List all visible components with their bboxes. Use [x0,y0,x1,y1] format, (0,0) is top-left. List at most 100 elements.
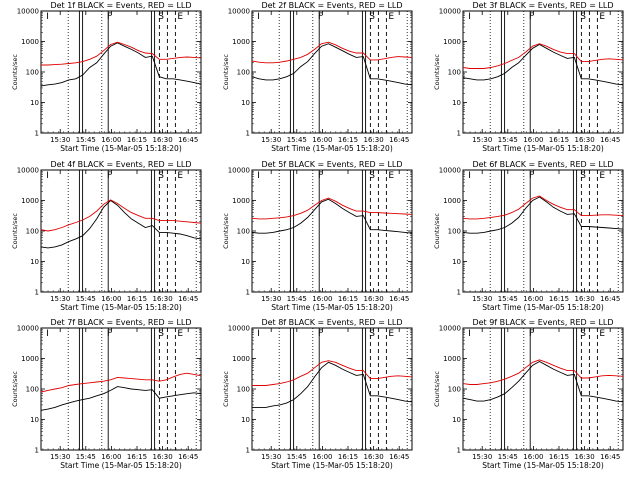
event-marker-f: F [529,329,534,339]
event-marker-s: S [580,329,586,339]
x-tick-label: 16:30 [575,295,595,303]
x-tick-label: 16:45 [389,295,409,303]
y-tick-label: 1000 [21,197,39,205]
chart-title: Det 3f BLACK = Events, RED = LLD [472,1,613,10]
event-marker-e: E [388,171,394,181]
x-axis-label: Start Time (15-Mar-05 15:18:20) [482,461,604,470]
chart-title: Det 4f BLACK = Events, RED = LLD [50,160,191,169]
x-tick-label: 15:45 [287,295,307,303]
y-tick-label: 1000 [443,38,461,46]
y-tick-label: 10 [30,416,39,424]
y-tick-label: 10 [452,258,461,266]
x-tick-label: 16:15 [338,136,358,144]
y-tick-label: 1 [457,447,461,455]
event-marker-f: F [107,329,112,339]
chart-panel-2: Det 2f BLACK = Events, RED = LLD 1 10 100 10… [222,1,413,153]
chart-title: Det 8f BLACK = Events, RED = LLD [261,318,402,327]
x-axis-label: Start Time (15-Mar-05 15:18:20) [271,461,393,470]
y-tick-label: 100 [448,69,461,77]
chart-title: Det 9f BLACK = Events, RED = LLD [472,318,613,327]
x-tick-label: 15:45 [498,453,518,461]
y-tick-label: 1000 [232,38,250,46]
y-tick-label: 10000 [17,167,39,175]
event-marker-f: F [107,12,112,22]
x-tick-label: 15:30 [472,295,492,303]
plot-frame [251,327,413,451]
events-series-line [40,199,202,249]
plot-frame [462,10,624,134]
x-tick-label: 15:30 [472,453,492,461]
x-tick-label: 16:45 [600,295,620,303]
event-marker-s: S [158,171,164,181]
event-marker-e: E [599,12,605,22]
x-tick-label: 16:15 [338,295,358,303]
lld-series-line [462,43,624,69]
chart-panel-4: Det 4f BLACK = Events, RED = LLD 1 10 100 10… [11,160,202,312]
plot-frame [40,169,202,293]
y-tick-label: 10 [30,258,39,266]
chart-panel-8: Det 8f BLACK = Events, RED = LLD 1 10 100 10… [222,318,413,470]
event-marker-i: I [468,329,471,339]
y-axis-label: Counts/sec [11,371,19,407]
chart-title: Det 5f BLACK = Events, RED = LLD [261,160,402,169]
chart-panel-3: Det 3f BLACK = Events, RED = LLD 1 10 100 10… [433,1,624,153]
x-tick-label: 15:45 [287,136,307,144]
x-tick-label: 16:00 [101,295,121,303]
events-series-line [40,42,202,87]
events-series-line [40,386,202,411]
x-tick-label: 15:45 [76,453,96,461]
x-tick-label: 16:45 [178,453,198,461]
plot-frame [40,10,202,134]
lld-series-line [252,360,413,386]
x-tick-label: 16:30 [153,453,173,461]
y-axis-label: Counts/sec [433,213,441,249]
event-marker-s: S [369,12,375,22]
events-series-line [252,361,413,408]
events-series-line [251,198,413,234]
y-tick-label: 1 [457,130,461,138]
y-tick-label: 1 [35,289,39,297]
x-tick-label: 16:00 [523,136,543,144]
y-tick-label: 1 [246,130,250,138]
x-axis-label: Start Time (15-Mar-05 15:18:20) [60,144,182,153]
y-tick-label: 10000 [439,8,461,16]
lld-series-line [40,199,202,232]
x-tick-label: 16:45 [389,453,409,461]
x-tick-label: 15:30 [50,136,70,144]
y-tick-label: 10 [30,99,39,107]
x-tick-label: 16:45 [389,136,409,144]
x-tick-label: 15:45 [498,295,518,303]
x-tick-label: 16:30 [364,295,384,303]
y-axis-label: Counts/sec [222,213,230,249]
x-tick-label: 15:45 [498,136,518,144]
event-marker-f: F [529,171,534,181]
x-tick-label: 15:45 [76,136,96,144]
x-tick-label: 16:45 [178,295,198,303]
chart-title: Det 7f BLACK = Events, RED = LLD [50,318,191,327]
x-tick-label: 16:15 [127,295,147,303]
events-series-line [462,43,624,86]
x-tick-label: 16:00 [101,453,121,461]
x-tick-label: 15:30 [472,136,492,144]
lld-series-line [40,372,202,393]
chart-panel-5: Det 5f BLACK = Events, RED = LLD 1 10 100 10… [222,160,413,312]
x-tick-label: 15:30 [50,453,70,461]
y-tick-label: 1000 [443,197,461,205]
y-tick-label: 100 [237,228,250,236]
event-marker-s: S [580,171,586,181]
lld-series-line [251,197,413,220]
x-tick-label: 16:30 [575,453,595,461]
x-tick-label: 16:00 [523,295,543,303]
event-marker-f: F [529,12,534,22]
y-axis-label: Counts/sec [11,213,19,249]
lld-series-line [41,41,202,66]
y-tick-label: 1000 [443,355,461,363]
lld-series-line [462,359,624,385]
event-marker-s: S [158,12,164,22]
x-tick-label: 16:30 [364,136,384,144]
x-axis-label: Start Time (15-Mar-05 15:18:20) [60,303,182,312]
x-tick-label: 16:00 [101,136,121,144]
event-marker-e: E [388,329,394,339]
x-axis-label: Start Time (15-Mar-05 15:18:20) [271,303,393,312]
